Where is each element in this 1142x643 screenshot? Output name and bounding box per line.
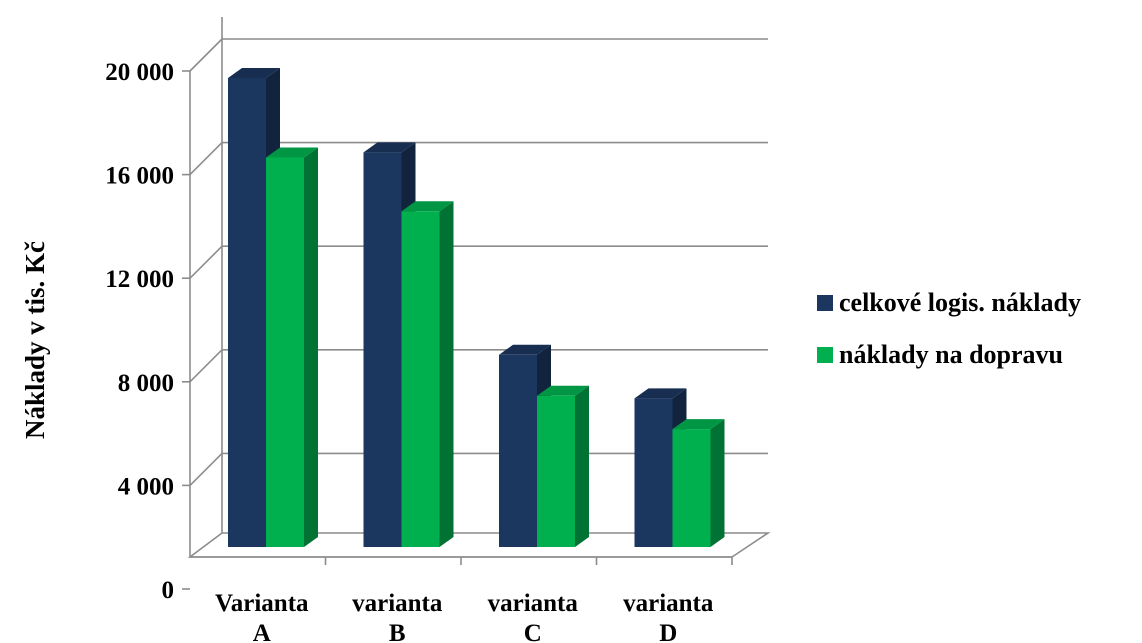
x-tick-label: varianta [488, 590, 579, 617]
legend-label: náklady na dopravu [839, 340, 1063, 369]
x-tick-label: Varianta [215, 590, 309, 617]
bar-top [672, 419, 725, 430]
bar-doprava-3 [672, 419, 725, 547]
y-tick-label: 16 000 [105, 163, 174, 190]
axes [182, 17, 771, 590]
bar-front [537, 395, 575, 547]
bar-top [634, 388, 687, 399]
bar-front [499, 354, 537, 547]
x-tick-label: varianta [623, 590, 714, 617]
bar-side [439, 201, 454, 547]
bar-front [401, 211, 440, 547]
x-tick-label: varianta [352, 590, 443, 617]
y-tick-label: 12 000 [105, 266, 174, 293]
y-tick-label: 20 000 [105, 59, 174, 86]
bar-front [228, 78, 266, 547]
y-tick-label: 8 000 [118, 370, 174, 397]
x-tick-label: D [659, 620, 677, 643]
y-tick-label: 4 000 [118, 473, 174, 500]
bar-top [537, 385, 589, 396]
legend-label: celkové logis. náklady [839, 288, 1081, 317]
bar-top [228, 68, 280, 78]
legend: celkové logis. náklady náklady na dopravu [817, 288, 1081, 369]
bar-top [401, 201, 454, 212]
bar-top [266, 147, 318, 158]
gridline-side [189, 245, 223, 279]
bar-front [266, 157, 304, 547]
y-tick-label: 0 [162, 577, 175, 604]
x-tick-label: A [253, 620, 271, 643]
x-tick-label: C [524, 620, 542, 643]
legend-swatch [817, 295, 833, 311]
bar-side [710, 419, 725, 547]
y-tick-labels: 0 4 000 8 000 12 000 16 000 20 000 [105, 59, 174, 604]
gridline-side [189, 349, 223, 383]
bar-top [363, 142, 416, 153]
x-tick-label: B [389, 620, 406, 643]
gridline-side [189, 38, 223, 72]
legend-swatch [817, 347, 833, 363]
bar-top [499, 344, 551, 355]
bar-doprava-0 [266, 147, 318, 547]
bar-front [363, 152, 402, 548]
bar-side [304, 147, 318, 547]
bar-side [575, 385, 589, 547]
y-axis-label: Náklady v tis. Kč [20, 241, 50, 439]
bar-doprava-1 [401, 201, 454, 547]
gridline-side [189, 452, 223, 486]
gridline-side [189, 142, 223, 176]
bars [228, 68, 725, 548]
bar-front [634, 398, 673, 547]
bar-front [672, 429, 711, 547]
bar-doprava-2 [537, 385, 589, 547]
